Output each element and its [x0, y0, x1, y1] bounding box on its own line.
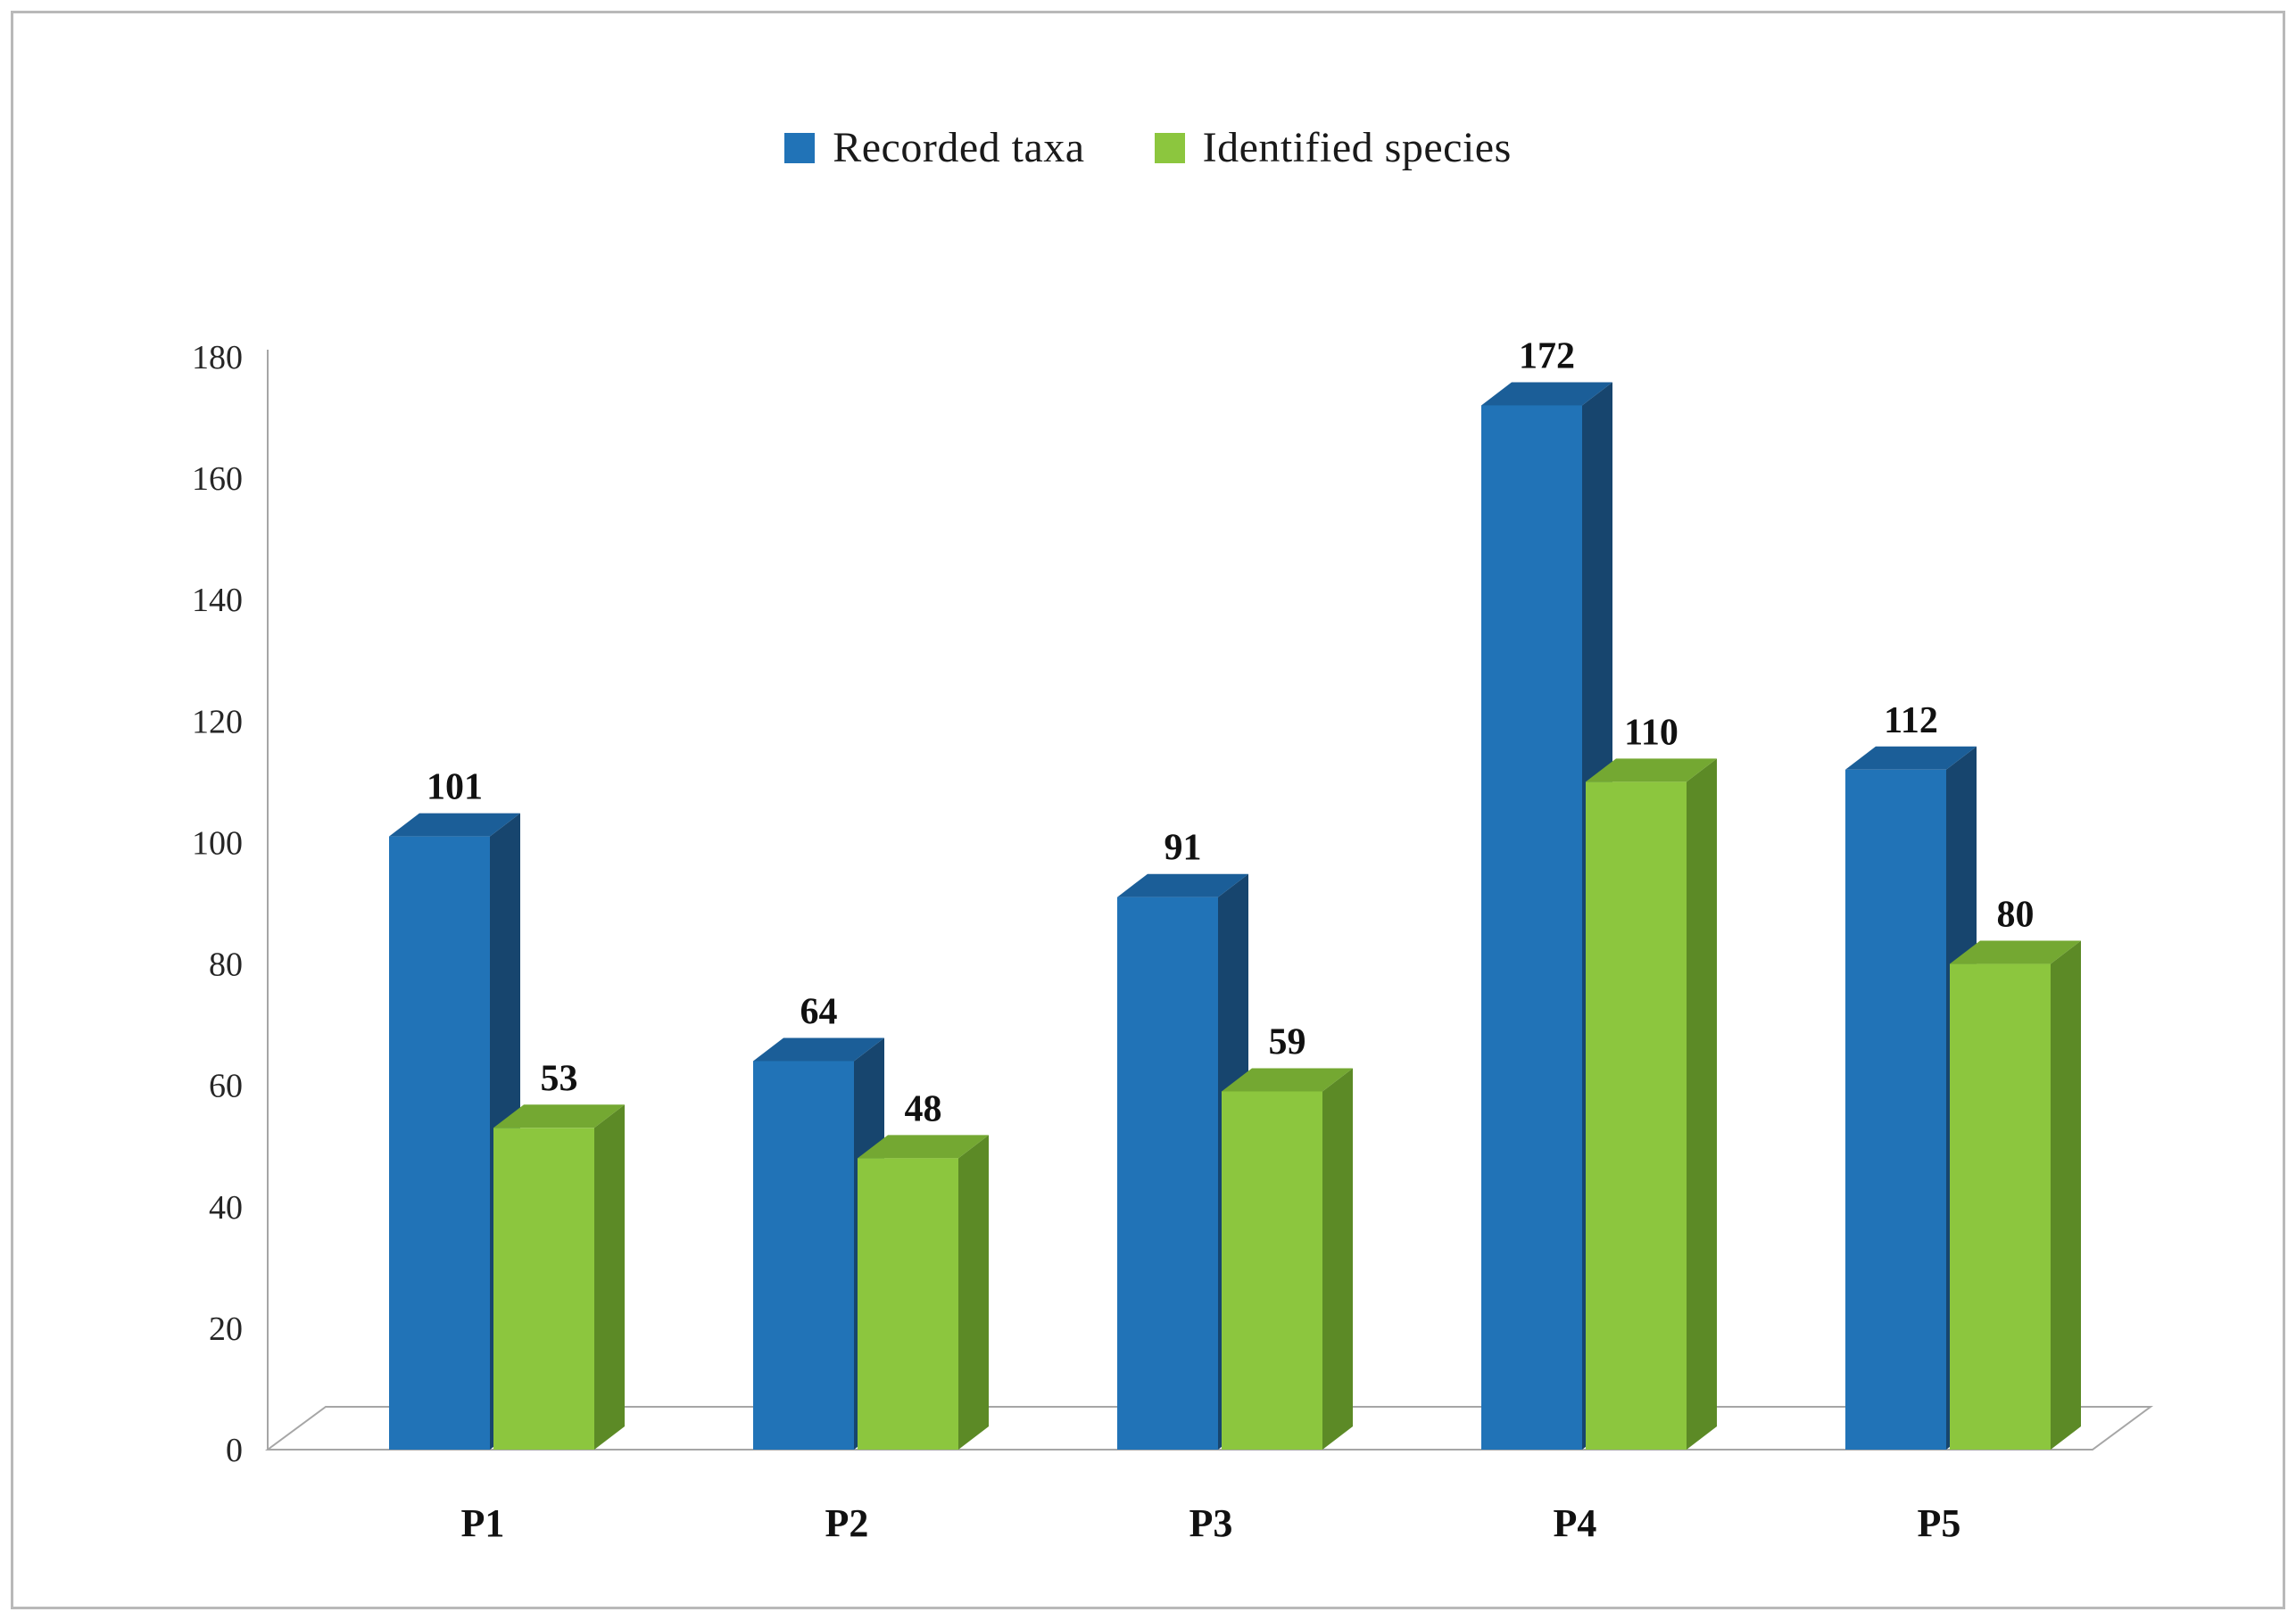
bar-identified-species-P3 — [1222, 1068, 1353, 1450]
bar-front-face — [1586, 781, 1687, 1450]
value-label-identified-species-P4: 110 — [1624, 712, 1678, 753]
bar-front-face — [1222, 1091, 1322, 1450]
y-tick-label: 40 — [209, 1189, 243, 1227]
value-label-identified-species-P5: 80 — [1997, 895, 2035, 936]
x-category-label-P4: P4 — [1554, 1501, 1597, 1545]
bar-side-face — [958, 1135, 989, 1450]
legend-swatch-identified-species — [1154, 132, 1185, 163]
bar-top-face — [1222, 1068, 1353, 1092]
y-tick-label: 140 — [192, 582, 243, 619]
value-label-identified-species-P2: 48 — [905, 1088, 942, 1129]
bar-top-face — [389, 813, 520, 837]
value-label-identified-species-P3: 59 — [1269, 1021, 1306, 1062]
legend-item-recorded-taxa: Recorded taxa — [784, 123, 1084, 172]
x-category-label-P2: P2 — [825, 1501, 869, 1545]
bar-identified-species-P2 — [858, 1135, 989, 1450]
y-tick-label: 80 — [209, 946, 243, 984]
bar-front-face — [389, 836, 490, 1450]
value-label-recorded-taxa-P5: 112 — [1884, 700, 1938, 741]
bar-top-face — [858, 1135, 989, 1159]
bar-identified-species-P5 — [1950, 940, 2081, 1450]
legend-label-identified-species: Identified species — [1202, 124, 1512, 171]
bar-top-face — [1586, 758, 1717, 782]
chart-legend: Recorded taxa Identified species — [0, 123, 2296, 172]
x-category-label-P1: P1 — [461, 1501, 505, 1545]
y-tick-label: 60 — [209, 1068, 243, 1105]
value-label-recorded-taxa-P2: 64 — [800, 991, 838, 1032]
bar-front-face — [753, 1061, 854, 1450]
bar-top-face — [1481, 382, 1612, 406]
bar-top-face — [753, 1037, 884, 1062]
legend-swatch-recorded-taxa — [784, 132, 816, 163]
y-tick-label: 160 — [192, 460, 243, 498]
bar-side-face — [594, 1104, 625, 1450]
bar-front-face — [493, 1128, 594, 1450]
bar-front-face — [1481, 405, 1582, 1450]
value-label-recorded-taxa-P4: 172 — [1519, 335, 1575, 376]
bar-front-face — [1950, 963, 2051, 1450]
legend-label-recorded-taxa: Recorded taxa — [833, 124, 1085, 171]
value-label-recorded-taxa-P3: 91 — [1165, 828, 1202, 869]
bar-front-face — [1845, 769, 1946, 1450]
value-label-identified-species-P1: 53 — [541, 1058, 578, 1099]
y-tick-label: 0 — [226, 1432, 243, 1469]
bar-side-face — [1322, 1068, 1353, 1450]
bar-top-face — [1950, 940, 2081, 964]
bar-top-face — [493, 1104, 625, 1128]
bar-identified-species-P4 — [1586, 758, 1717, 1450]
bar-side-face — [1687, 758, 1717, 1450]
x-category-label-P3: P3 — [1189, 1501, 1233, 1545]
x-category-label-P5: P5 — [1918, 1501, 1961, 1545]
y-tick-label: 20 — [209, 1310, 243, 1348]
y-tick-label: 100 — [192, 824, 243, 862]
bar-identified-species-P1 — [493, 1104, 625, 1450]
bar-side-face — [2051, 940, 2081, 1450]
bar-top-face — [1117, 873, 1248, 897]
bar-recorded-taxa-P1 — [389, 813, 520, 1450]
value-label-recorded-taxa-P1: 101 — [427, 767, 483, 808]
bar-front-face — [1117, 897, 1218, 1450]
y-tick-label: 120 — [192, 703, 243, 740]
legend-item-identified-species: Identified species — [1154, 123, 1512, 172]
y-tick-label: 180 — [192, 339, 243, 376]
bar-top-face — [1845, 746, 1977, 770]
bar-front-face — [858, 1158, 958, 1450]
